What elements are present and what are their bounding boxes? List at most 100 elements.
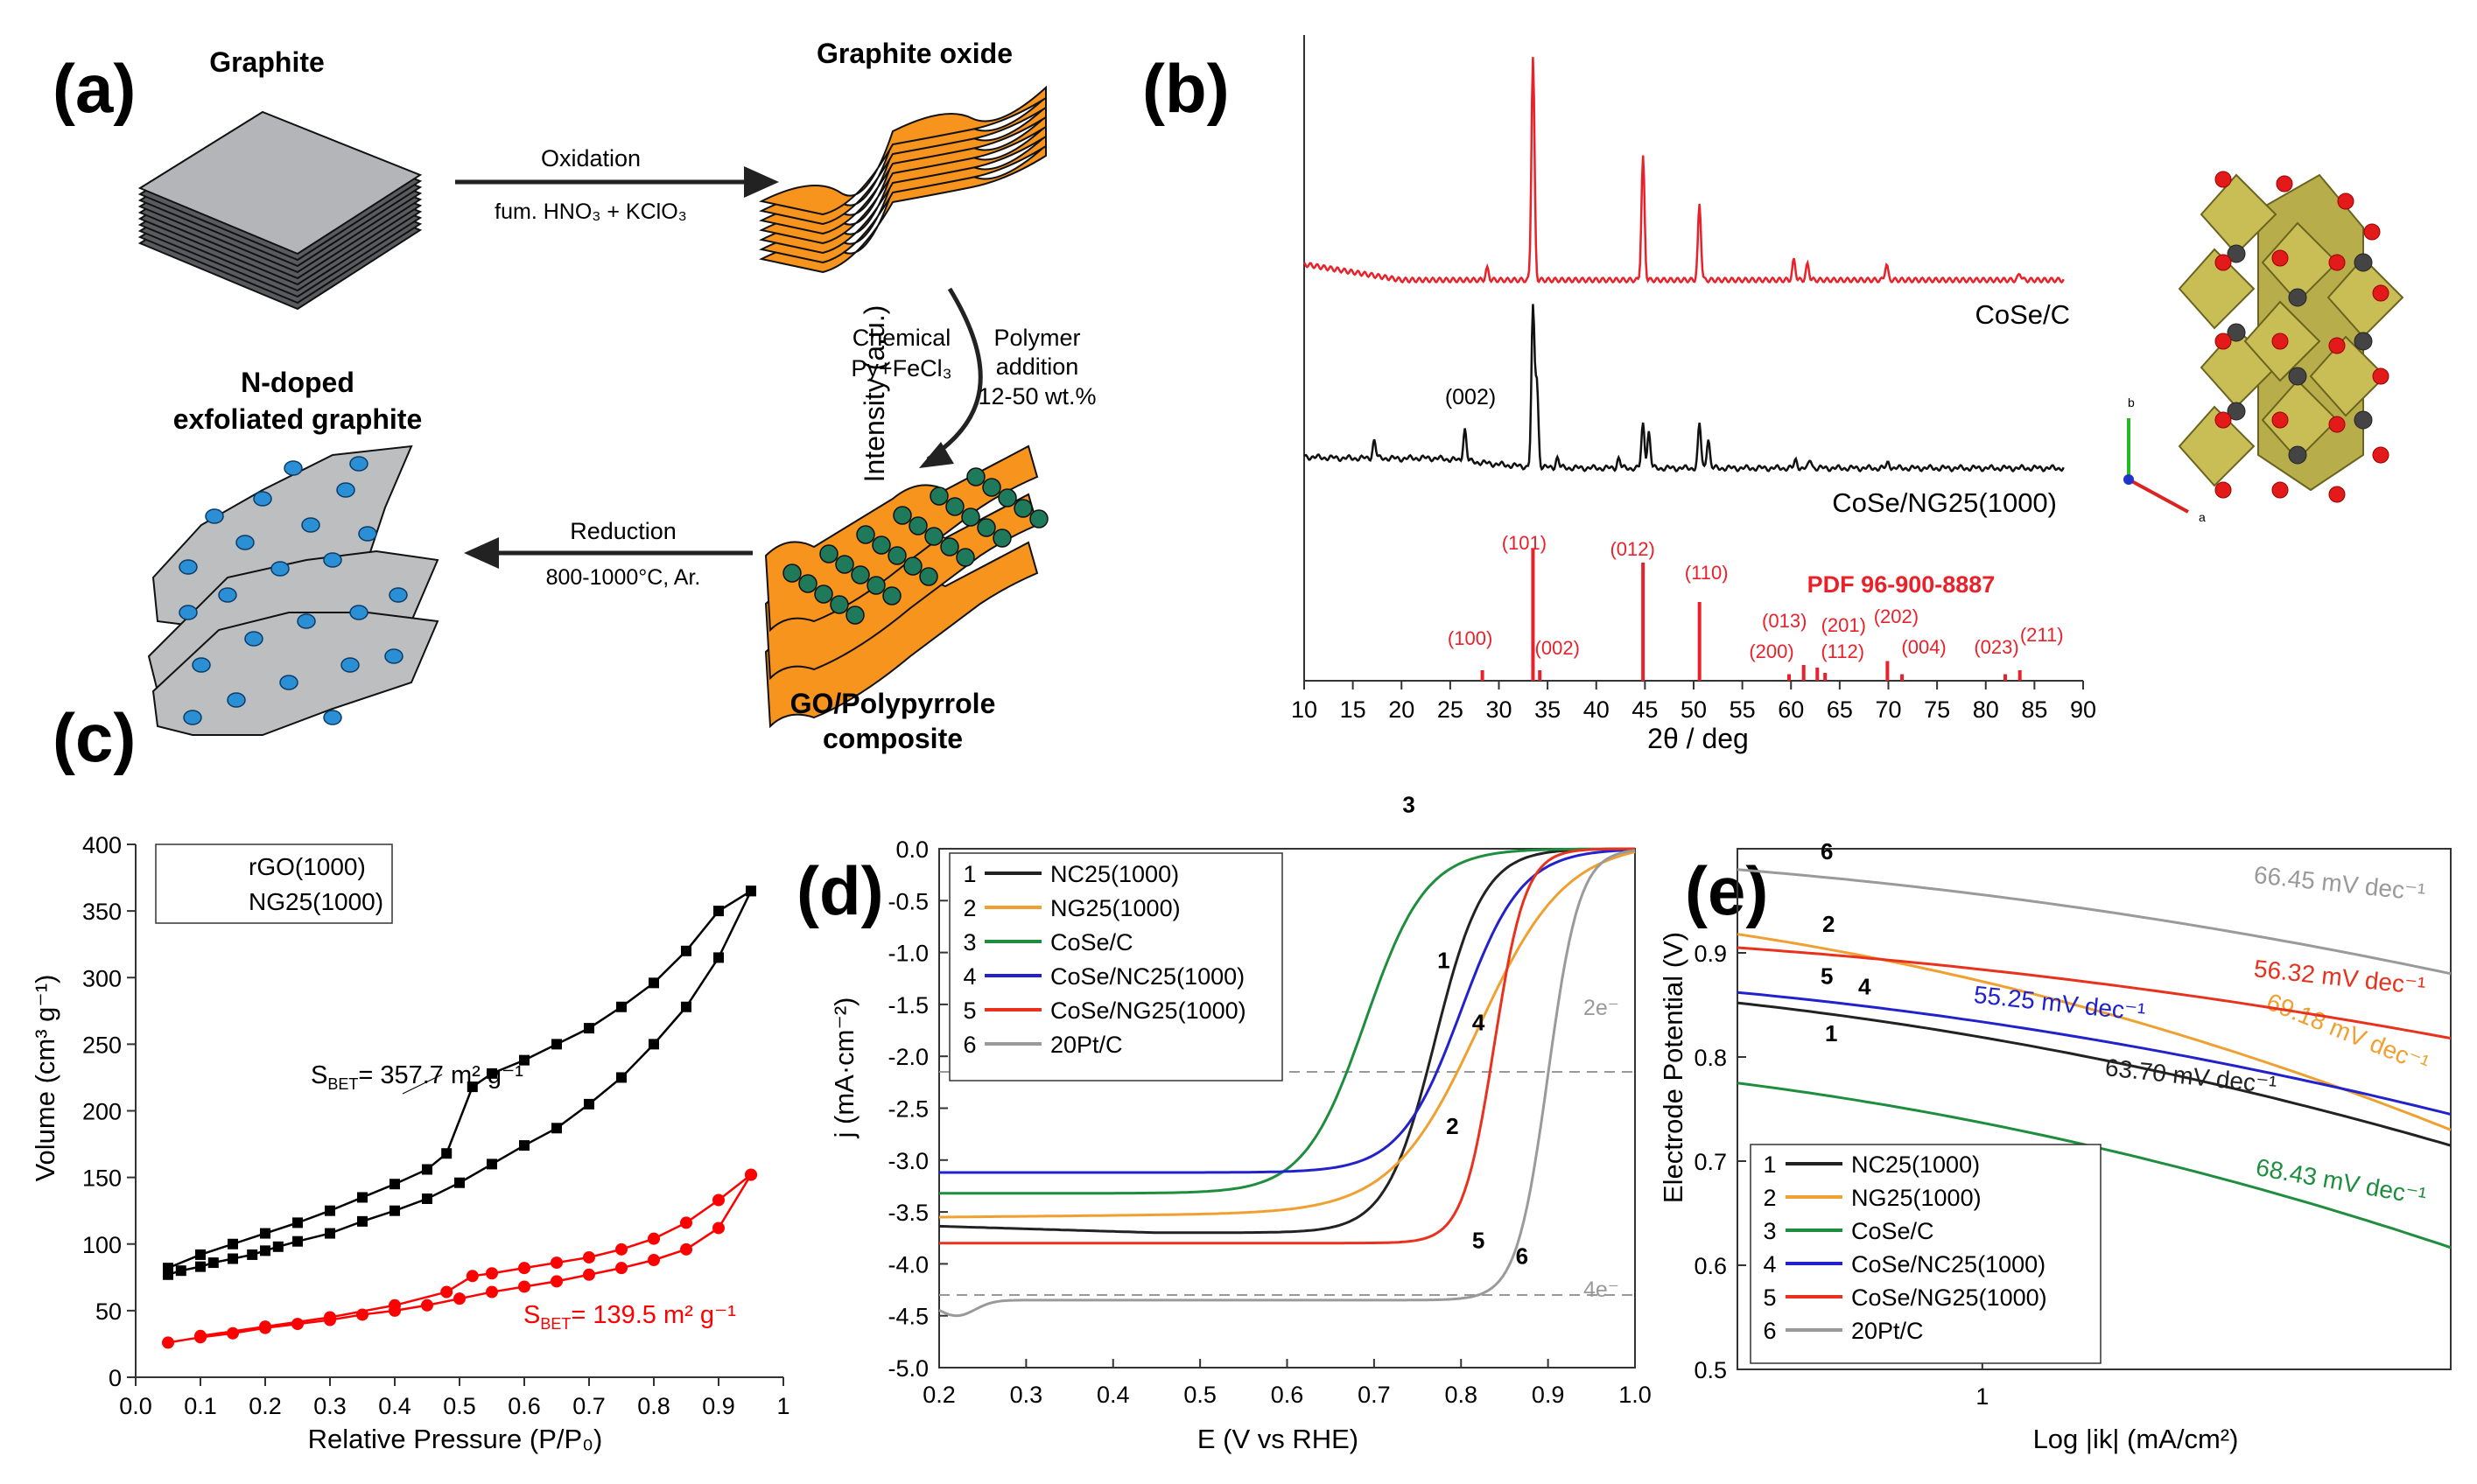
xrd-x-tick-label: 75 [1924, 696, 1950, 723]
crystal-selenium-atom [2363, 223, 2381, 241]
ndoped-title-2: exfoliated graphite [173, 403, 423, 435]
bet-point [616, 1072, 627, 1083]
tafel-curve-number: 2 [1822, 911, 1835, 937]
lsv-legend-num: 5 [963, 998, 976, 1024]
chemical-reagents: Py+FeCl₃ [851, 355, 951, 382]
polypyrrole-dot [830, 595, 849, 614]
tafel-legend-label: CoSe/NC25(1000) [1851, 1251, 2045, 1278]
polypyrrole-dot [888, 546, 907, 565]
lsv-line-3 [939, 847, 1635, 1195]
xrd-reference-hkl: (110) [1685, 562, 1729, 584]
graphite-oxide-sheet [759, 143, 1047, 274]
crystal-selenium-atom [2214, 411, 2232, 429]
tafel-curve-number: 1 [1825, 1020, 1837, 1046]
lsv-x-tick-label: 1.0 [1618, 1382, 1652, 1408]
bet-point [389, 1205, 400, 1216]
bet-point [194, 1329, 207, 1342]
tafel-curve-number: 6 [1821, 838, 1833, 864]
crystal-octahedron [2178, 405, 2256, 487]
xrd-reference-hkl: (012) [1610, 538, 1654, 560]
bet-point [227, 1326, 239, 1340]
lsv-y-tick-label: -0.5 [888, 888, 929, 914]
bet-point [291, 1318, 304, 1331]
tafel-line-4 [1737, 990, 2452, 1116]
nitrogen-dot [284, 460, 303, 476]
bet-x-tick-label: 0.7 [572, 1393, 606, 1419]
bet-annotation-ng-value: = 139.5 m² g⁻¹ [571, 1301, 736, 1329]
xrd-x-tick-label: 35 [1534, 696, 1561, 723]
polypyrrole-dot [819, 544, 839, 564]
bet-point [518, 1280, 530, 1293]
lsv-legend-num: 4 [963, 963, 976, 990]
xrd-axes: 10 15 20 25 30 35 40 45 50 55 60 65 70 75 80 85 90 [1291, 35, 2096, 723]
crystal-selenium-atom [2328, 337, 2346, 354]
nitrogen-dot [279, 675, 298, 690]
crystal-selenium-atom [2271, 332, 2289, 350]
lsv-curve-number: 4 [1472, 1010, 1485, 1036]
tafel-curve-number: 4 [1858, 974, 1871, 1000]
tafel-legend-label: NC25(1000) [1851, 1152, 1980, 1178]
bet-x-tick-label: 0.5 [443, 1393, 476, 1419]
bet-point [615, 1242, 628, 1256]
bet-point [551, 1123, 562, 1134]
xrd-reference-hkl: (100) [1448, 627, 1492, 649]
lsv-series: 1 2 3 4 5 6 [938, 791, 1636, 1318]
bet-point [440, 1285, 453, 1298]
polypyrrole-dot [956, 548, 975, 567]
xrd-reference-hkl: (112) [1821, 640, 1864, 662]
bet-point [228, 1253, 238, 1264]
lsv-curve-number: 2 [1446, 1113, 1458, 1139]
tafel-legend-num: 1 [1763, 1152, 1776, 1178]
lsv-legend-label: 20Pt/C [1050, 1032, 1123, 1058]
bet-point [681, 945, 691, 956]
composite-illustration [764, 444, 1049, 729]
bet-point [648, 1254, 660, 1267]
bet-annotation-leader [402, 1074, 443, 1095]
nitrogen-dot [384, 648, 403, 664]
crystal-cobalt-atom [2354, 410, 2373, 430]
bet-legend-label-ng: NG25(1000) [249, 888, 383, 915]
nitrogen-dot [323, 552, 342, 568]
bet-point [746, 886, 756, 897]
lsv-line-1 [938, 847, 1635, 1235]
bet-point [175, 1265, 186, 1277]
bet-point [421, 1298, 433, 1312]
graphite-oxide-sheet [759, 123, 1047, 255]
bet-point [649, 1039, 659, 1050]
tafel-legend-num: 5 [1763, 1284, 1776, 1311]
graphite-oxide-sheet [759, 114, 1047, 245]
lsv-curve-number: 5 [1472, 1228, 1484, 1254]
bet-point [357, 1215, 368, 1227]
bet-point [486, 1285, 498, 1298]
lsv-chart: 0.2 0.3 0.4 0.5 0.6 0.7 0.8 0.9 1.0 0.0 -0.5 -1.0 -1… [829, 791, 1652, 1454]
bet-x-tick-label: 0.3 [313, 1393, 347, 1419]
tafel-curve-number: 5 [1821, 963, 1833, 990]
xrd-x-tick-label: 70 [1875, 696, 1901, 723]
lsv-axes: 0.2 0.3 0.4 0.5 0.6 0.7 0.8 0.9 1.0 0.0 -0.5 -1.0 -1… [888, 836, 1651, 1408]
lsv-x-tick-label: 0.7 [1358, 1382, 1391, 1408]
tafel-line-1 [1737, 1001, 2452, 1147]
polypyrrole-dot [893, 506, 912, 525]
bet-point [163, 1263, 173, 1274]
bet-point [207, 1257, 219, 1269]
bet-point [247, 1249, 258, 1260]
xrd-reference-hkl: (004) [1901, 636, 1946, 658]
tafel-legend-label: NG25(1000) [1851, 1185, 1982, 1211]
bet-point [680, 1216, 692, 1229]
nitrogen-dot [323, 710, 342, 725]
crystal-selenium-atom [2271, 481, 2289, 499]
lsv-legend-label: NC25(1000) [1050, 861, 1179, 887]
bet-point [649, 977, 659, 989]
polypyrrole-dot [998, 488, 1017, 508]
tafel-legend-box [1750, 1144, 2102, 1364]
nitrogen-dot [358, 526, 377, 542]
nitrogen-dot [349, 456, 368, 472]
lsv-y-tick-label: -4.5 [888, 1304, 929, 1330]
bet-point [272, 1241, 284, 1252]
bet-point [453, 1292, 466, 1306]
lsv-y-tick-label: -1.0 [888, 941, 929, 967]
polypyrrole-dot [782, 564, 802, 583]
panel-label-a: (a) [53, 50, 136, 127]
tafel-legend-num: 3 [1763, 1218, 1776, 1244]
oxidation-label: Oxidation [541, 145, 641, 172]
